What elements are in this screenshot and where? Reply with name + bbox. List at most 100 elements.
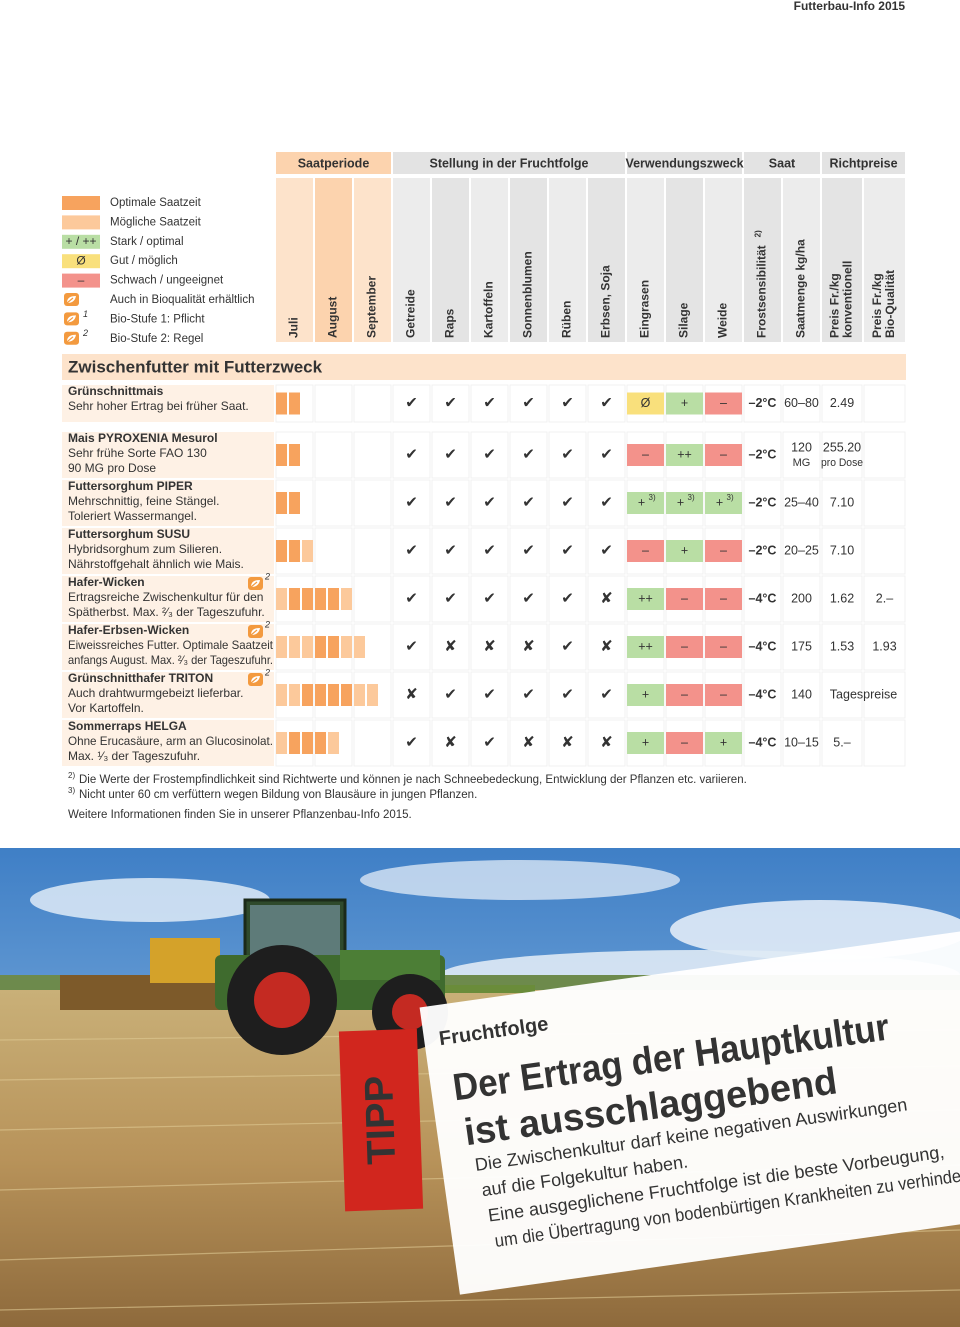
row-name: Grünschnittmais bbox=[68, 384, 164, 398]
frost: –2°C bbox=[749, 543, 777, 557]
cell-bg bbox=[863, 431, 906, 479]
rotation-mark: ✔ bbox=[561, 446, 574, 463]
cell-bg bbox=[353, 479, 392, 527]
usage-sup: 3) bbox=[688, 493, 695, 502]
usage-cell bbox=[627, 636, 664, 658]
cell-bg bbox=[548, 479, 587, 527]
cell-bg bbox=[314, 384, 353, 423]
saatmenge: 200 bbox=[791, 591, 812, 605]
column-header-box bbox=[276, 178, 313, 342]
row-desc: anfangs August. Max. ²⁄₃ der Tageszufuhr… bbox=[68, 653, 273, 667]
cell-bg bbox=[353, 431, 392, 479]
usage-cell bbox=[666, 636, 703, 658]
legend-symbol: 2 bbox=[82, 328, 88, 338]
rotation-mark: ✔ bbox=[405, 638, 418, 655]
sowing-block bbox=[289, 684, 300, 706]
column-header: Preis Fr./kg bbox=[828, 273, 842, 338]
sowing-block bbox=[341, 588, 352, 610]
rotation-mark: ✘ bbox=[522, 734, 535, 751]
cell-bg bbox=[863, 384, 906, 423]
cell-bg bbox=[863, 479, 906, 527]
sowing-block bbox=[276, 540, 287, 562]
cell-bg bbox=[548, 384, 587, 423]
cell-bg bbox=[470, 575, 509, 623]
sowing-block bbox=[354, 684, 365, 706]
rotation-mark: ✘ bbox=[483, 638, 496, 655]
saatmenge: 20–25 bbox=[784, 543, 819, 557]
preis-konv: pro Dose bbox=[821, 457, 863, 469]
sowing-block bbox=[328, 636, 339, 658]
usage-cell bbox=[627, 684, 664, 706]
column-header-box bbox=[666, 178, 703, 342]
rotation-mark: ✔ bbox=[522, 494, 535, 511]
group-header: Stellung in der Fruchtfolge bbox=[429, 156, 588, 170]
rotation-mark: ✘ bbox=[600, 638, 613, 655]
usage-cell bbox=[666, 392, 703, 415]
cell-bg bbox=[863, 575, 906, 623]
preis-konv: 255.20 bbox=[823, 440, 861, 454]
rotation-mark: ✔ bbox=[561, 494, 574, 511]
usage-cell bbox=[666, 588, 703, 610]
row-desc: Spätherbst. Max. ²⁄₃ der Tageszufuhr. bbox=[68, 605, 265, 619]
column-header: Bio-Qualität bbox=[883, 270, 897, 338]
sowing-block bbox=[289, 492, 300, 514]
rotation-mark: ✔ bbox=[444, 446, 457, 463]
usage-rating: + bbox=[681, 543, 688, 557]
cell-bg bbox=[821, 431, 863, 479]
legend-symbol: + / ++ bbox=[65, 234, 96, 248]
cell-bg bbox=[782, 527, 821, 575]
rotation-mark: ✘ bbox=[561, 734, 574, 751]
usage-rating: ++ bbox=[638, 639, 653, 653]
group-header: Verwendungszweck bbox=[625, 156, 743, 170]
sowing-block bbox=[302, 588, 313, 610]
cell-bg bbox=[509, 479, 548, 527]
column-header: Kartoffeln bbox=[482, 281, 496, 338]
sowing-block bbox=[276, 444, 287, 466]
footnote-mark: 3) bbox=[68, 786, 75, 795]
column-header: Sonnenblumen bbox=[521, 251, 535, 338]
column-header-box bbox=[510, 178, 547, 342]
tipp-badge-text: TIPP bbox=[357, 1075, 404, 1165]
cell-bg bbox=[509, 671, 548, 719]
sowing-block bbox=[354, 636, 365, 658]
rotation-mark: ✔ bbox=[600, 542, 613, 559]
usage-rating: – bbox=[681, 591, 688, 605]
cell-bg bbox=[431, 671, 470, 719]
column-header: Silage bbox=[677, 302, 691, 338]
section-title: Zwischenfutter mit Futterzweck bbox=[68, 357, 323, 376]
cell-bg bbox=[587, 384, 626, 423]
sowing-block bbox=[328, 684, 339, 706]
bio-level: 2 bbox=[264, 619, 270, 629]
cell-bg bbox=[392, 671, 431, 719]
cell-bg bbox=[509, 575, 548, 623]
row-label-bg bbox=[62, 720, 274, 766]
usage-cell bbox=[627, 588, 664, 610]
usage-rating: + bbox=[642, 735, 649, 749]
legend-label: Bio-Stufe 2: Regel bbox=[110, 333, 203, 345]
usage-cell bbox=[666, 492, 703, 514]
column-header-box bbox=[549, 178, 586, 342]
saatmenge: 60–80 bbox=[784, 396, 819, 410]
rotation-mark: ✔ bbox=[483, 446, 496, 463]
cell-bg bbox=[863, 671, 906, 719]
row-desc: Nährstoffgehalt ähnlich wie Mais. bbox=[68, 557, 244, 571]
cell-bg bbox=[548, 671, 587, 719]
cell-bg bbox=[392, 431, 431, 479]
legend-swatch bbox=[62, 254, 100, 269]
bio-icon bbox=[63, 292, 80, 307]
frost: –2°C bbox=[749, 495, 777, 509]
rotation-mark: ✔ bbox=[405, 494, 418, 511]
usage-rating: – bbox=[642, 543, 649, 557]
rotation-mark: ✔ bbox=[483, 686, 496, 703]
sowing-block bbox=[315, 588, 326, 610]
row-desc: Toleriert Wassermangel. bbox=[68, 509, 197, 523]
column-header: Preis Fr./kg bbox=[870, 273, 884, 338]
usage-rating: ++ bbox=[638, 591, 653, 605]
rotation-mark: ✘ bbox=[522, 638, 535, 655]
row-label-bg bbox=[62, 385, 274, 422]
preis-konv: 7.10 bbox=[830, 543, 854, 557]
legend-label: Mögliche Saatzeit bbox=[110, 216, 202, 228]
sowing-block bbox=[341, 684, 352, 706]
group-header-box bbox=[276, 152, 391, 174]
column-header-box bbox=[705, 178, 742, 342]
